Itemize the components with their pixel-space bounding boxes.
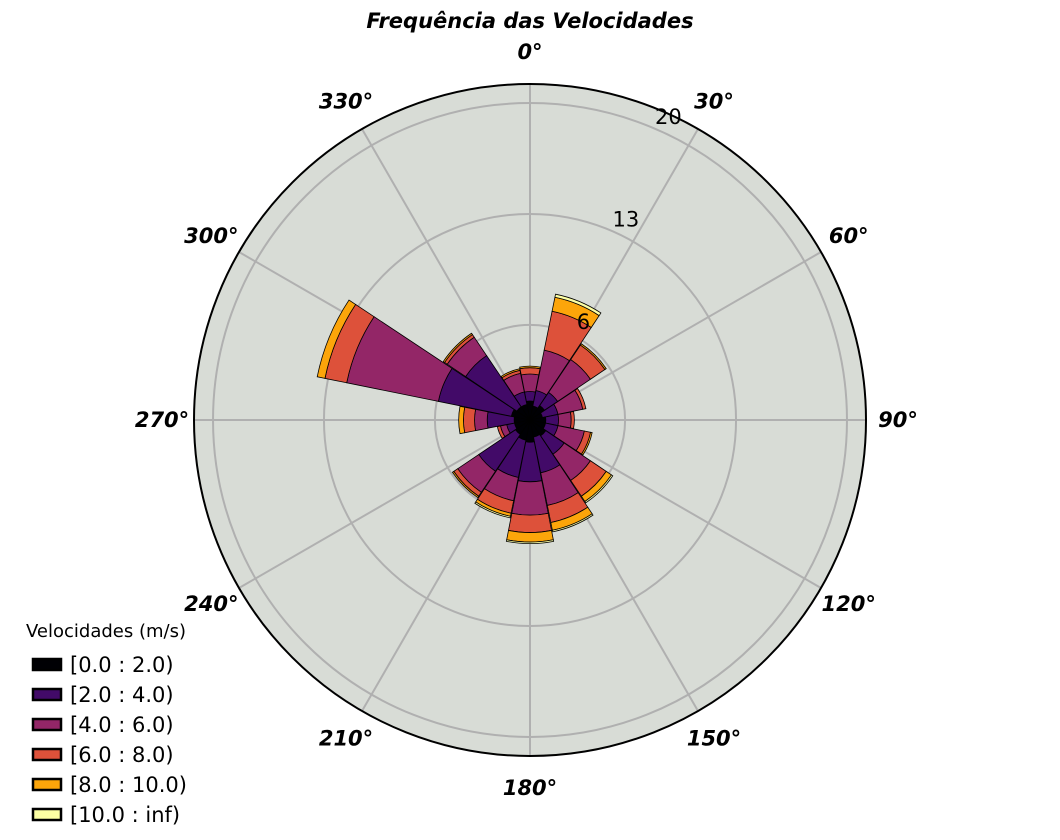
legend-label: [6.0 : 8.0) [70,743,174,767]
bar-dir10-bin4 [451,470,480,499]
direction-label: 270° [135,408,189,432]
bar-dir8-bin3 [508,512,552,533]
bar-dir4-bin2 [557,411,572,429]
bar-dir7-bin5 [551,513,594,533]
legend-swatch [31,747,63,762]
grid-spoke [238,419,531,589]
bar-dir14-bin4 [442,332,473,363]
direction-label: 210° [319,727,373,751]
polar-grid [194,84,866,756]
bar-dir4-bin3 [569,411,575,429]
bar-dir13-bin4 [316,299,357,379]
bar-dir8-bin5 [505,539,555,545]
bar-dir9-bin5 [474,501,511,519]
polar-outline [193,83,867,757]
grid-ring [322,212,738,628]
direction-label: 90° [878,408,918,432]
direction-label: 330° [319,89,373,113]
bar-dir12-bin2 [474,408,489,432]
grid-spoke [361,128,531,421]
radial-tick-labels: 6 13 20 [577,105,682,334]
bar-dir15-bin4 [500,368,521,379]
direction-label: 240° [184,592,238,616]
direction-label: 300° [184,224,238,248]
legend-swatch [31,687,63,702]
direction-label: 150° [687,727,741,751]
legend-swatch [31,807,63,822]
bar-dir5-bin4 [580,431,593,456]
legend-swatch [31,657,63,672]
bar-dir2-bin4 [579,343,607,371]
legend-label: [0.0 : 2.0) [70,653,174,677]
legend-label: [2.0 : 4.0) [70,683,174,707]
radial-tick-label: 20 [655,105,682,129]
radial-tick-label: 13 [613,207,640,231]
legend-swatch [31,777,63,792]
bar-dir0-bin4 [519,365,541,370]
legend-swatch [31,717,63,732]
direction-label: 0° [517,40,542,64]
legend-label: [10.0 : inf) [70,803,180,827]
direction-label: 180° [503,776,557,800]
direction-label: 120° [822,592,876,616]
direction-label: 60° [829,224,869,248]
chart-title: Frequência das Velocidades [366,9,693,33]
bar-dir12-bin3 [463,406,477,434]
bar-dir6-bin5 [584,474,614,504]
bar-dir8-bin4 [506,529,554,543]
bar-dir8-bin2 [511,480,549,516]
bar-dir0-bin3 [519,367,541,376]
legend-title: Velocidades (m/s) [26,621,186,642]
direction-label: 30° [694,89,734,113]
radial-tick-label: 6 [577,310,590,334]
direction-labels: 0° 30° 60° 90° 120° 150° 180° 210° 240° 270° 300° 3… [135,40,918,800]
bar-dir3-bin3 [574,387,587,410]
bar-dir1-bin5 [554,293,602,317]
legend-label: [8.0 : 10.0) [70,773,187,797]
grid-ring [212,102,848,738]
bar-dir12-bin4 [458,405,466,435]
legend-label: [4.0 : 6.0) [70,713,174,737]
wind-rose-bars [316,293,614,545]
legend: Velocidades (m/s) [0.0 : 2.0) [2.0 : 4.0)… [26,621,187,827]
